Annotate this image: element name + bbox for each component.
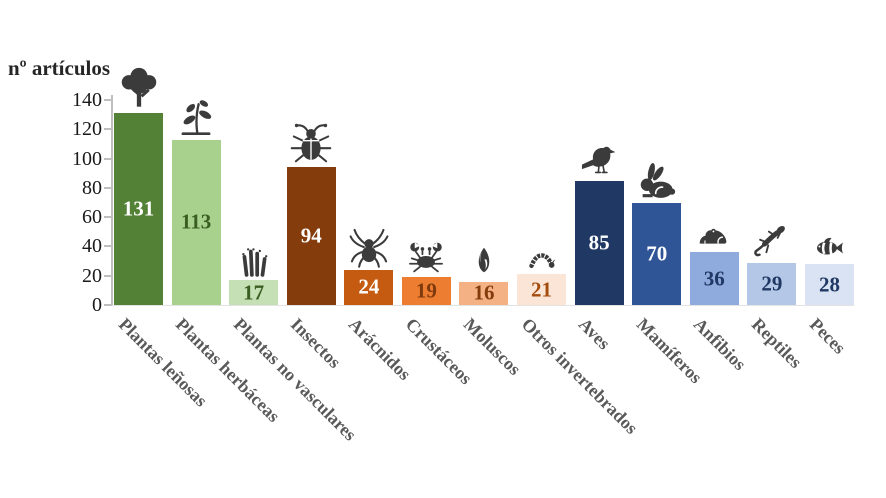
bar-column: 28 — [804, 264, 854, 305]
beetle-icon — [289, 119, 333, 165]
bar-value-label: 131 — [122, 196, 155, 221]
y-tick-label: 120 — [72, 118, 102, 141]
bar-column: 70 — [632, 203, 682, 305]
lizard-icon — [750, 221, 794, 261]
bar-value-label: 19 — [415, 278, 437, 303]
x-axis-label: Reptiles — [747, 314, 806, 372]
y-tick-label: 80 — [82, 176, 102, 199]
y-tick-mark — [104, 274, 112, 277]
bar-column: 24 — [344, 270, 394, 305]
y-tick-mark — [104, 304, 112, 306]
y-tick-mark — [104, 99, 112, 101]
seedling-icon — [175, 94, 217, 138]
bar-value-label: 24 — [358, 274, 380, 299]
x-axis-labels: Plantas leñosas Plantas herbáceas Plantas … — [114, 305, 854, 495]
y-tick-label: 60 — [82, 206, 102, 229]
spider-icon — [348, 226, 390, 268]
tree-icon — [113, 65, 165, 111]
bar-column: 16 — [459, 280, 509, 305]
bar-value-label: 28 — [818, 272, 840, 296]
bar-column: 17 — [229, 280, 279, 305]
bar-column: 19 — [401, 277, 451, 305]
bar-column: 94 — [286, 167, 336, 305]
y-axis-line — [111, 95, 113, 305]
bar-value-label: 85 — [588, 230, 610, 255]
bar-column: 113 — [171, 140, 221, 305]
shell-icon — [470, 240, 498, 280]
bar-value-label: 36 — [703, 266, 725, 291]
bar-value-label: 70 — [646, 241, 668, 266]
crab-icon — [404, 237, 448, 275]
bar-value-label: 21 — [531, 277, 553, 302]
y-tick-mark — [104, 157, 112, 160]
x-axis-label: Aves — [575, 314, 615, 354]
bars-container: 131 113 17 94 24 19 16 21 85 70 36 29 28 — [114, 100, 854, 305]
x-axis-label: Insectos — [287, 314, 346, 372]
y-tick-mark — [104, 245, 112, 248]
bar-value-label: 94 — [300, 223, 322, 248]
bird-icon — [574, 137, 624, 179]
y-axis-title: nº artículos — [8, 56, 111, 80]
bar-value-label: 17 — [243, 280, 265, 305]
fish-icon — [808, 230, 850, 262]
bar-column: 131 — [114, 113, 163, 305]
bar-column: 85 — [574, 181, 624, 305]
bar-value-label: 113 — [180, 209, 212, 234]
bar-column: 36 — [689, 252, 739, 305]
y-tick-label: 140 — [72, 89, 102, 111]
caterpillar-icon — [522, 244, 562, 272]
moss-icon — [237, 239, 271, 281]
y-tick-mark — [104, 128, 112, 131]
bar-column: 21 — [517, 274, 567, 305]
y-tick-label: 40 — [82, 235, 102, 258]
rabbit-icon — [634, 161, 680, 201]
plot-area: 0 20 40 60 80 100 120 140 131 113 17 94 24 19 16 21 85 7… — [72, 100, 854, 445]
x-axis-line — [111, 305, 854, 306]
bar-column: 29 — [747, 263, 797, 305]
y-tick-label: 20 — [82, 264, 102, 287]
x-axis-label: Plantas herbáceas — [171, 314, 285, 427]
bar-value-label: 29 — [761, 271, 783, 296]
frog-icon — [692, 216, 736, 250]
y-tick-label: 0 — [92, 294, 102, 316]
x-axis-label: Peces — [805, 314, 850, 358]
y-tick-label: 100 — [72, 147, 102, 170]
bar-value-label: 16 — [473, 280, 495, 305]
y-tick-mark — [104, 186, 112, 189]
y-tick-mark — [104, 216, 112, 219]
